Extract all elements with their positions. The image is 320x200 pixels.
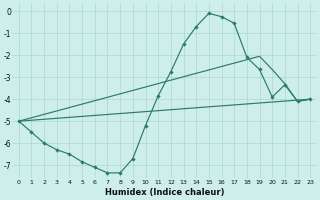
X-axis label: Humidex (Indice chaleur): Humidex (Indice chaleur) (105, 188, 224, 197)
